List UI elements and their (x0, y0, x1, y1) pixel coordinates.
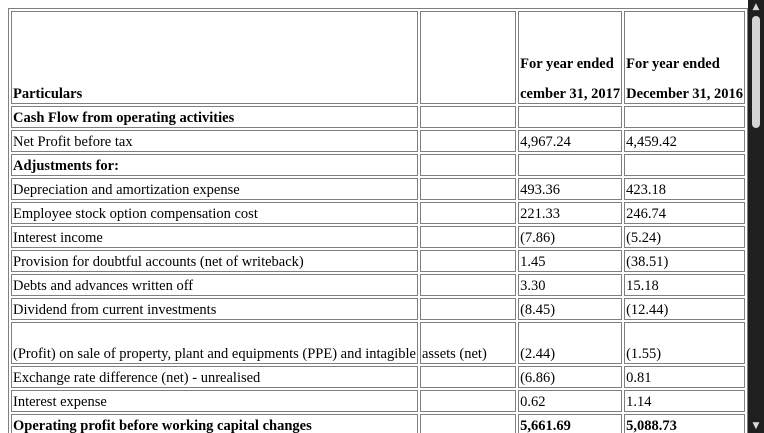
row-label: Operating profit before working capital … (11, 414, 418, 433)
row-value-2017: (6.86) (518, 366, 623, 388)
row-value-2016 (624, 154, 745, 176)
row-extra (419, 366, 517, 388)
row-value-2016: (12.44) (624, 298, 745, 320)
header-2017-top: For year ended (520, 56, 614, 72)
row-extra (419, 274, 517, 296)
row-value-2016: 4,459.42 (624, 130, 745, 152)
scroll-down-icon[interactable]: ▼ (752, 421, 760, 431)
table-row: Net Profit before tax 4,967.24 4,459.42 (11, 130, 745, 152)
table-row: Depreciation and amortization expense 493… (11, 178, 745, 200)
row-value-2016 (624, 106, 745, 128)
scroll-up-icon[interactable]: ▲ (752, 2, 760, 12)
row-label: Adjustments for: (11, 154, 418, 176)
row-extra (419, 414, 517, 433)
table-row: Interest expense 0.62 1.14 (11, 390, 745, 412)
row-extra (419, 390, 517, 412)
row-extra (419, 226, 517, 248)
table-row: Interest income (7.86) (5.24) (11, 226, 745, 248)
header-2017-bottom: cember 31, 2017 (520, 86, 621, 102)
row-value-2016: 15.18 (624, 274, 745, 296)
table-row: Operating profit before working capital … (11, 414, 745, 433)
row-extra: assets (net) (419, 322, 517, 364)
vertical-scrollbar[interactable]: ▲ ▼ (748, 0, 764, 433)
row-label: Interest income (11, 226, 418, 248)
header-2016-top: For year ended (626, 56, 720, 72)
row-label: Net Profit before tax (11, 130, 418, 152)
table-header-row: Particulars For year ended cember 31, 20… (11, 11, 745, 104)
header-2016-bottom: December 31, 2016 (626, 86, 743, 102)
row-label: Depreciation and amortization expense (11, 178, 418, 200)
row-value-2017: 493.36 (518, 178, 623, 200)
document-viewport: Particulars For year ended cember 31, 20… (8, 8, 748, 433)
row-value-2016: 1.14 (624, 390, 745, 412)
table-row: (Profit) on sale of property, plant and … (11, 322, 745, 364)
row-value-2017: 1.45 (518, 250, 623, 272)
row-label: Interest expense (11, 390, 418, 412)
scrollbar-thumb[interactable] (752, 16, 760, 128)
row-extra (419, 130, 517, 152)
row-extra (419, 178, 517, 200)
header-col2 (419, 11, 517, 104)
row-value-2017: 0.62 (518, 390, 623, 412)
row-value-2016: (1.55) (624, 322, 745, 364)
row-extra (419, 202, 517, 224)
table-row: Employee stock option compensation cost 2… (11, 202, 745, 224)
row-value-2016: (38.51) (624, 250, 745, 272)
row-extra (419, 106, 517, 128)
row-label: (Profit) on sale of property, plant and … (11, 322, 418, 364)
row-value-2017: (2.44) (518, 322, 623, 364)
row-value-2017: (8.45) (518, 298, 623, 320)
table-row: Provision for doubtful accounts (net of … (11, 250, 745, 272)
row-extra (419, 250, 517, 272)
row-value-2016: 423.18 (624, 178, 745, 200)
row-value-2016: 0.81 (624, 366, 745, 388)
row-value-2017 (518, 106, 623, 128)
table-row: Debts and advances written off 3.30 15.18 (11, 274, 745, 296)
row-label: Employee stock option compensation cost (11, 202, 418, 224)
header-year-2017: For year ended cember 31, 2017 (518, 11, 623, 104)
row-label: Cash Flow from operating activities (11, 106, 418, 128)
row-value-2017 (518, 154, 623, 176)
header-year-2016: For year ended December 31, 2016 (624, 11, 745, 104)
row-value-2017: 5,661.69 (518, 414, 623, 433)
row-value-2017: 221.33 (518, 202, 623, 224)
row-value-2017: (7.86) (518, 226, 623, 248)
row-label: Dividend from current investments (11, 298, 418, 320)
header-particulars: Particulars (11, 11, 418, 104)
row-label: Provision for doubtful accounts (net of … (11, 250, 418, 272)
row-extra (419, 298, 517, 320)
table-row: Dividend from current investments (8.45)(… (11, 298, 745, 320)
row-value-2016: 5,088.73 (624, 414, 745, 433)
table-row: Cash Flow from operating activities (11, 106, 745, 128)
row-value-2016: (5.24) (624, 226, 745, 248)
row-extra (419, 154, 517, 176)
table-row: Exchange rate difference (net) - unreali… (11, 366, 745, 388)
table-row: Adjustments for: (11, 154, 745, 176)
row-value-2017: 4,967.24 (518, 130, 623, 152)
row-value-2017: 3.30 (518, 274, 623, 296)
cash-flow-table: Particulars For year ended cember 31, 20… (8, 8, 748, 433)
row-label: Debts and advances written off (11, 274, 418, 296)
row-value-2016: 246.74 (624, 202, 745, 224)
row-label: Exchange rate difference (net) - unreali… (11, 366, 418, 388)
